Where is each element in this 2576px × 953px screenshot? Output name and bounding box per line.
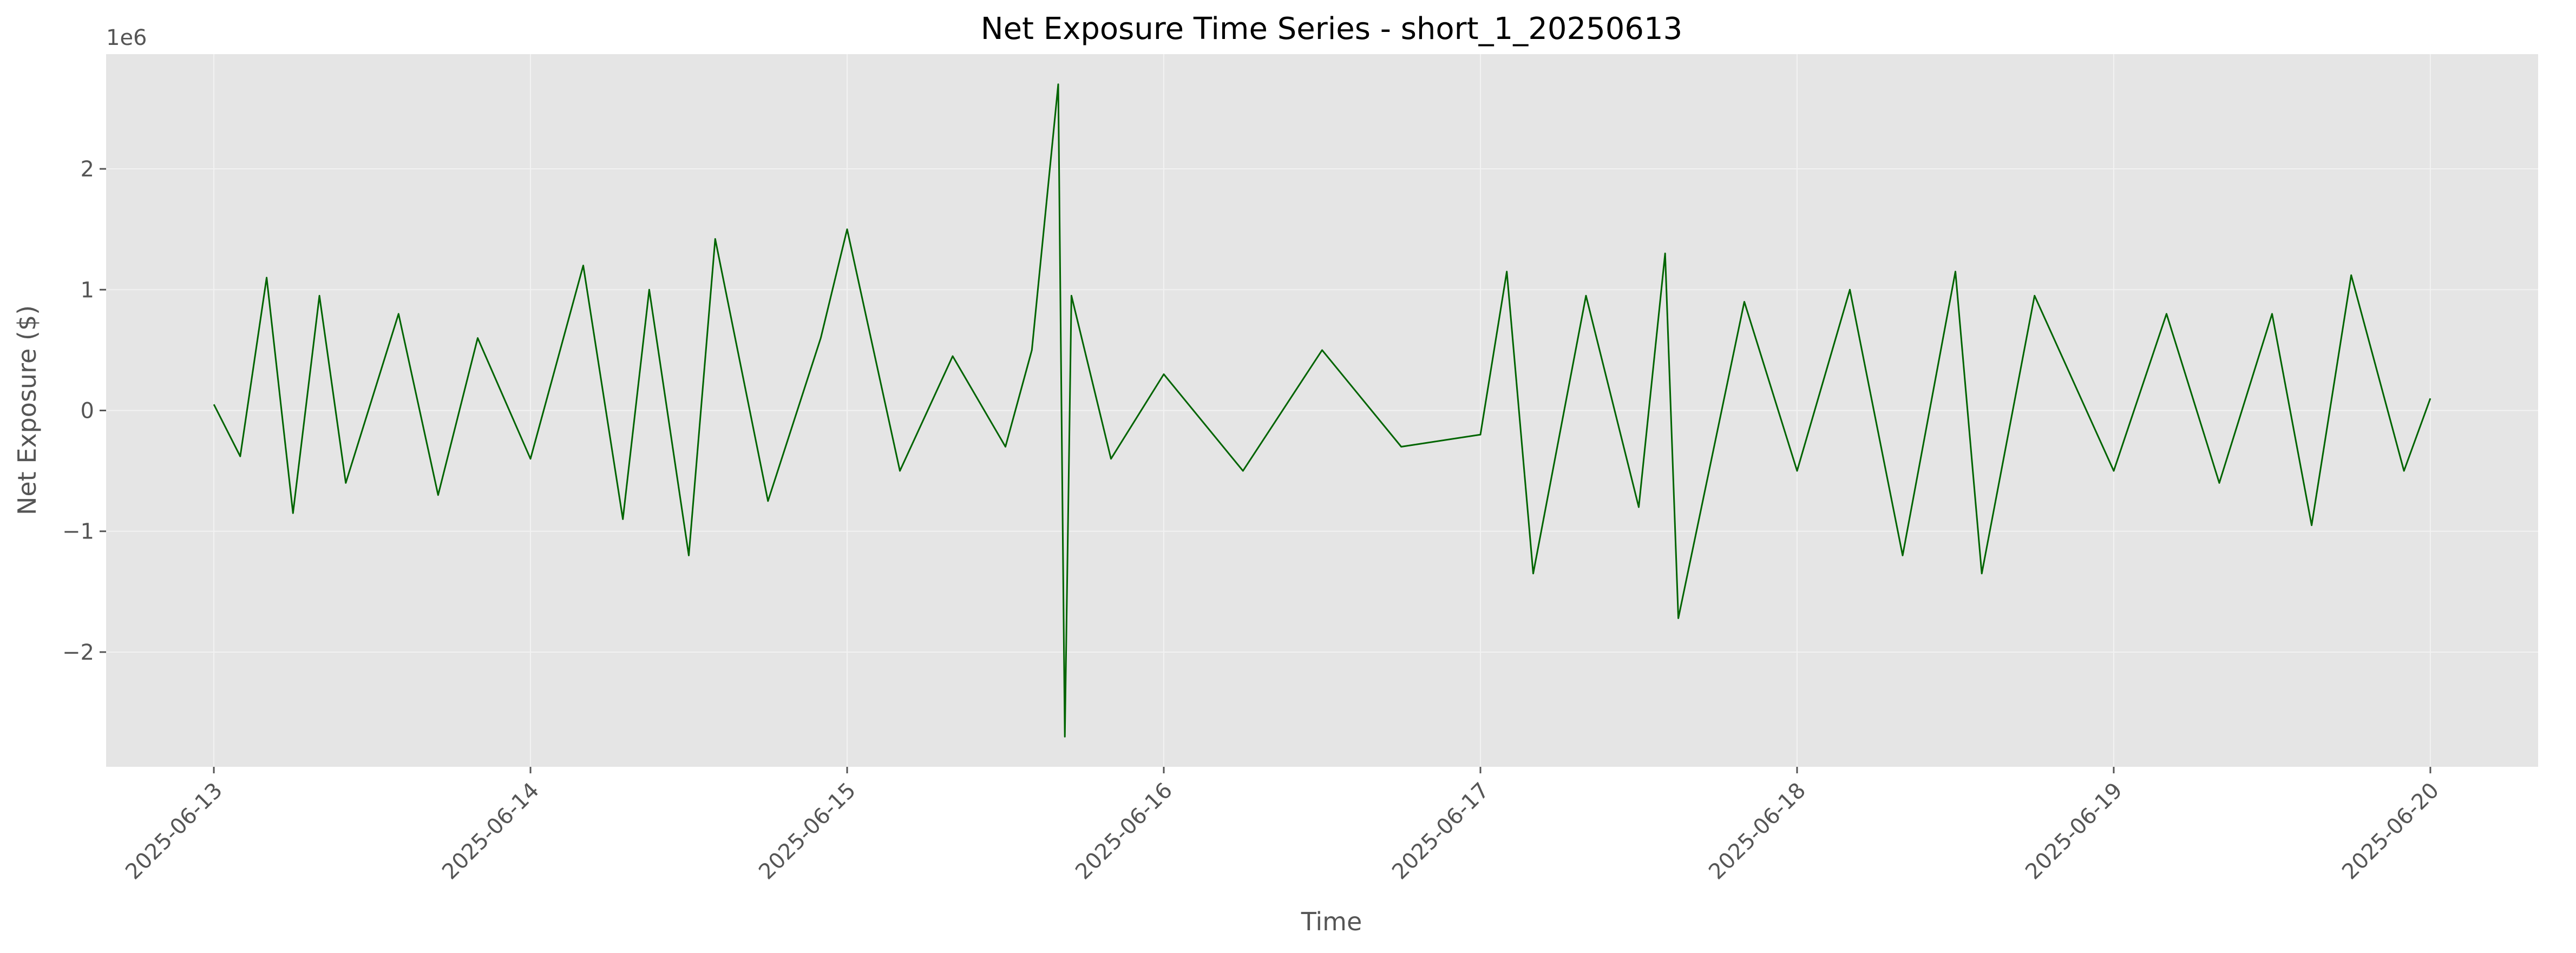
x-tick-label: 2025-06-13: [121, 778, 227, 885]
x-tick-label: 2025-06-18: [1704, 778, 1811, 885]
y-tick-label: −1: [62, 520, 94, 544]
x-tick-label: 2025-06-19: [2021, 778, 2127, 885]
grid: [106, 54, 2538, 767]
y-tick-label: −2: [62, 640, 94, 665]
y-tick-label: 0: [81, 399, 94, 424]
x-tick-label: 2025-06-20: [2337, 778, 2444, 885]
y-tick-label: 1: [81, 278, 94, 303]
chart-title: Net Exposure Time Series - short_1_20250…: [981, 11, 1683, 47]
series-layer: [213, 83, 2431, 738]
x-tick-label: 2025-06-15: [754, 778, 861, 885]
y-tick-label: 2: [81, 157, 94, 182]
series-line: [213, 83, 2431, 738]
x-axis-label: Time: [1301, 907, 1362, 936]
x-tick-label: 2025-06-17: [1387, 778, 1494, 885]
y-offset-label: 1e6: [106, 25, 147, 50]
y-axis-label: Net Exposure ($): [12, 305, 42, 515]
x-tick-label: 2025-06-14: [437, 778, 544, 885]
x-tick-label: 2025-06-16: [1071, 778, 1177, 885]
